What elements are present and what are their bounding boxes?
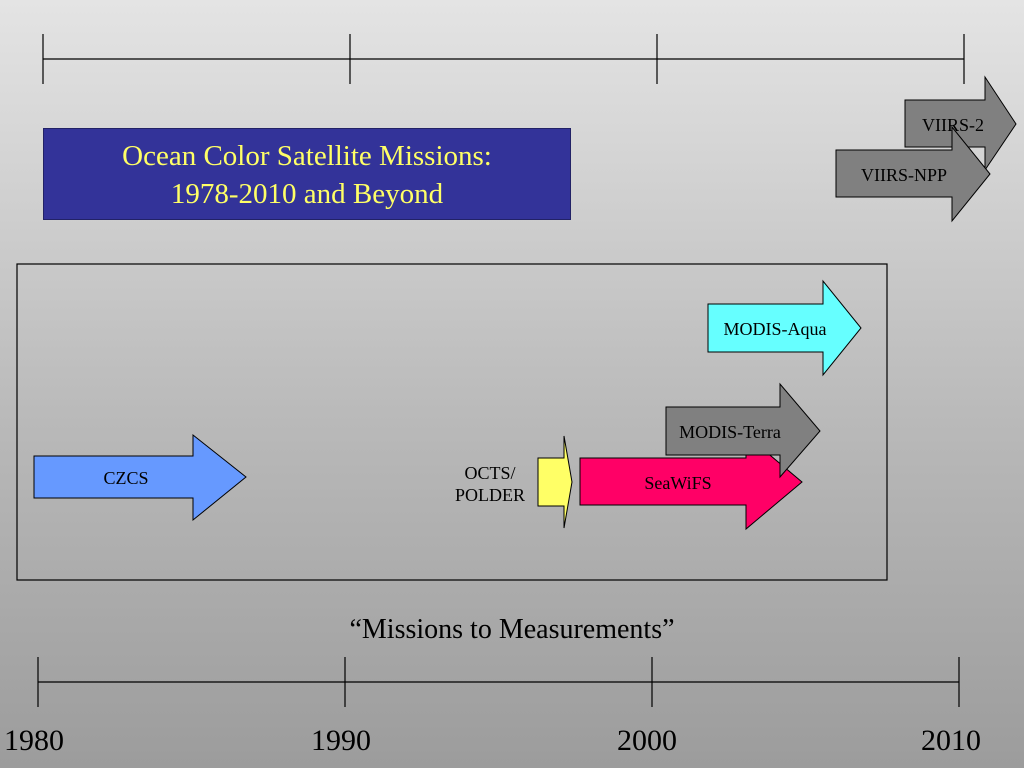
viirs-npp-label: VIIRS-NPP	[860, 165, 948, 185]
year-label-1990: 1990	[311, 724, 371, 757]
viirs-npp-arrow	[835, 125, 991, 223]
modis-terra-label: MODIS-Terra	[679, 422, 781, 442]
title-line-1: Ocean Color Satellite Missions:	[122, 140, 492, 172]
octs-label-line-2: POLDER	[454, 485, 525, 505]
viirs-2-label: VIIRS-2	[922, 115, 984, 135]
top-timeline-axis	[42, 34, 965, 84]
modis-terra-arrow	[665, 382, 821, 479]
year-label-2000: 2000	[617, 724, 677, 757]
seawifs-label: SeaWiFS	[644, 473, 712, 493]
czcs-label: CZCS	[103, 468, 149, 488]
year-label-1980: 1980	[4, 724, 64, 757]
octs-polder-label: OCTS/ POLDER	[440, 462, 540, 506]
octs-label-line-1: OCTS/	[464, 463, 516, 483]
modis-aqua-label: MODIS-Aqua	[723, 319, 827, 339]
bottom-timeline-axis	[37, 657, 960, 707]
tagline: “Missions to Measurements”	[349, 614, 675, 645]
title-box: Ocean Color Satellite Missions: 1978-201…	[43, 128, 571, 220]
viirs-2-arrow	[904, 75, 1017, 172]
title-line-2: 1978-2010 and Beyond	[170, 178, 444, 210]
year-label-2010: 2010	[921, 724, 981, 757]
czcs-arrow	[33, 433, 247, 522]
octs-polder-arrow	[537, 435, 573, 529]
modis-aqua-arrow	[707, 279, 862, 377]
mission-frame	[16, 263, 888, 581]
